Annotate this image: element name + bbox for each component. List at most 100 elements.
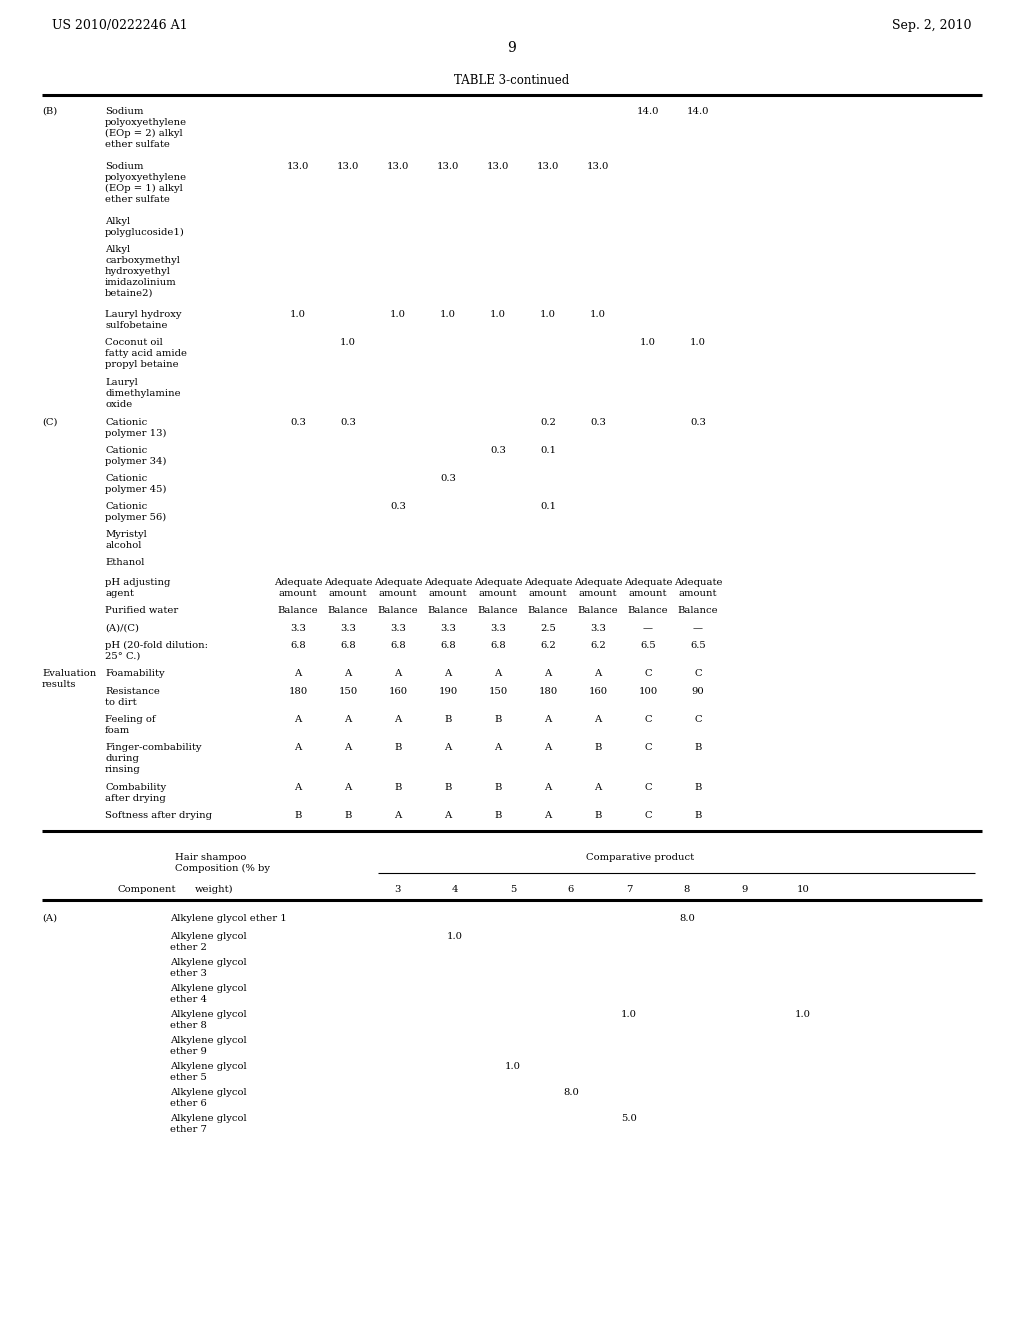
Text: A: A [344,669,351,678]
Text: Feeling of: Feeling of [105,715,156,723]
Text: 3.3: 3.3 [290,624,306,634]
Text: Balance: Balance [527,606,568,615]
Text: amount: amount [528,589,567,598]
Text: B: B [694,783,701,792]
Text: 5: 5 [510,884,516,894]
Text: 13.0: 13.0 [437,162,459,172]
Text: 100: 100 [638,686,657,696]
Text: 5.0: 5.0 [622,1114,637,1123]
Text: Alkylene glycol: Alkylene glycol [170,1010,247,1019]
Text: pH (20-fold dilution:: pH (20-fold dilution: [105,642,208,651]
Text: 180: 180 [289,686,307,696]
Text: Balance: Balance [278,606,318,615]
Text: foam: foam [105,726,130,735]
Text: polymer 13): polymer 13) [105,429,167,438]
Text: B: B [594,743,602,752]
Text: A: A [444,810,452,820]
Text: B: B [294,810,302,820]
Text: 8.0: 8.0 [679,913,695,923]
Text: 0.3: 0.3 [340,418,356,426]
Text: 1.0: 1.0 [640,338,656,347]
Text: hydroxyethyl: hydroxyethyl [105,267,171,276]
Text: 13.0: 13.0 [486,162,509,172]
Text: 1.0: 1.0 [290,310,306,319]
Text: 6.8: 6.8 [440,642,456,649]
Text: 90: 90 [691,686,705,696]
Text: 0.3: 0.3 [390,502,406,511]
Text: polyoxyethylene: polyoxyethylene [105,117,187,127]
Text: 8: 8 [684,884,690,894]
Text: 2.5: 2.5 [540,624,556,634]
Text: A: A [444,669,452,678]
Text: Ethanol: Ethanol [105,558,144,568]
Text: Adequate: Adequate [273,578,323,587]
Text: Sep. 2, 2010: Sep. 2, 2010 [893,18,972,32]
Text: ether sulfate: ether sulfate [105,140,170,149]
Text: Sodium: Sodium [105,162,143,172]
Text: B: B [394,743,401,752]
Text: Balance: Balance [378,606,419,615]
Text: Cationic: Cationic [105,446,147,455]
Text: ether 6: ether 6 [170,1100,207,1107]
Text: 150: 150 [488,686,508,696]
Text: Comparative product: Comparative product [586,853,694,862]
Text: 0.1: 0.1 [540,502,556,511]
Text: amount: amount [279,589,317,598]
Text: 0.2: 0.2 [540,418,556,426]
Text: C: C [644,783,652,792]
Text: polymer 56): polymer 56) [105,513,166,523]
Text: 14.0: 14.0 [687,107,710,116]
Text: Alkylene glycol: Alkylene glycol [170,932,247,941]
Text: amount: amount [679,589,717,598]
Text: pH adjusting: pH adjusting [105,578,170,587]
Text: B: B [495,783,502,792]
Text: C: C [644,715,652,723]
Text: (A)/(C): (A)/(C) [105,624,139,634]
Text: Balance: Balance [477,606,518,615]
Text: Evaluation: Evaluation [42,669,96,678]
Text: 3.3: 3.3 [590,624,606,634]
Text: (B): (B) [42,107,57,116]
Text: agent: agent [105,589,134,598]
Text: Adequate: Adequate [573,578,623,587]
Text: 1.0: 1.0 [440,310,456,319]
Text: A: A [545,715,552,723]
Text: Hair shampoo: Hair shampoo [175,853,247,862]
Text: B: B [444,715,452,723]
Text: Balance: Balance [628,606,669,615]
Text: Balance: Balance [678,606,718,615]
Text: polyglucoside1): polyglucoside1) [105,228,185,238]
Text: (EOp = 1) alkyl: (EOp = 1) alkyl [105,183,182,193]
Text: 0.3: 0.3 [490,446,506,455]
Text: ether sulfate: ether sulfate [105,195,170,205]
Text: 9: 9 [741,884,749,894]
Text: ether 8: ether 8 [170,1020,207,1030]
Text: A: A [344,743,351,752]
Text: dimethylamine: dimethylamine [105,389,180,399]
Text: 180: 180 [539,686,558,696]
Text: 25° C.): 25° C.) [105,652,140,661]
Text: Adequate: Adequate [424,578,472,587]
Text: betaine2): betaine2) [105,289,154,298]
Text: ether 4: ether 4 [170,995,207,1005]
Text: 0.3: 0.3 [690,418,706,426]
Text: Adequate: Adequate [474,578,522,587]
Text: B: B [444,783,452,792]
Text: Lauryl: Lauryl [105,378,138,387]
Text: 7: 7 [626,884,632,894]
Text: Alkylene glycol: Alkylene glycol [170,1063,247,1071]
Text: 3.3: 3.3 [490,624,506,634]
Text: 0.3: 0.3 [290,418,306,426]
Text: Purified water: Purified water [105,606,178,615]
Text: fatty acid amide: fatty acid amide [105,348,187,358]
Text: A: A [294,715,302,723]
Text: 1.0: 1.0 [390,310,406,319]
Text: US 2010/0222246 A1: US 2010/0222246 A1 [52,18,187,32]
Text: 1.0: 1.0 [690,338,706,347]
Text: Balance: Balance [428,606,468,615]
Text: C: C [644,810,652,820]
Text: Foamability: Foamability [105,669,165,678]
Text: Sodium: Sodium [105,107,143,116]
Text: polymer 34): polymer 34) [105,457,167,466]
Text: 190: 190 [438,686,458,696]
